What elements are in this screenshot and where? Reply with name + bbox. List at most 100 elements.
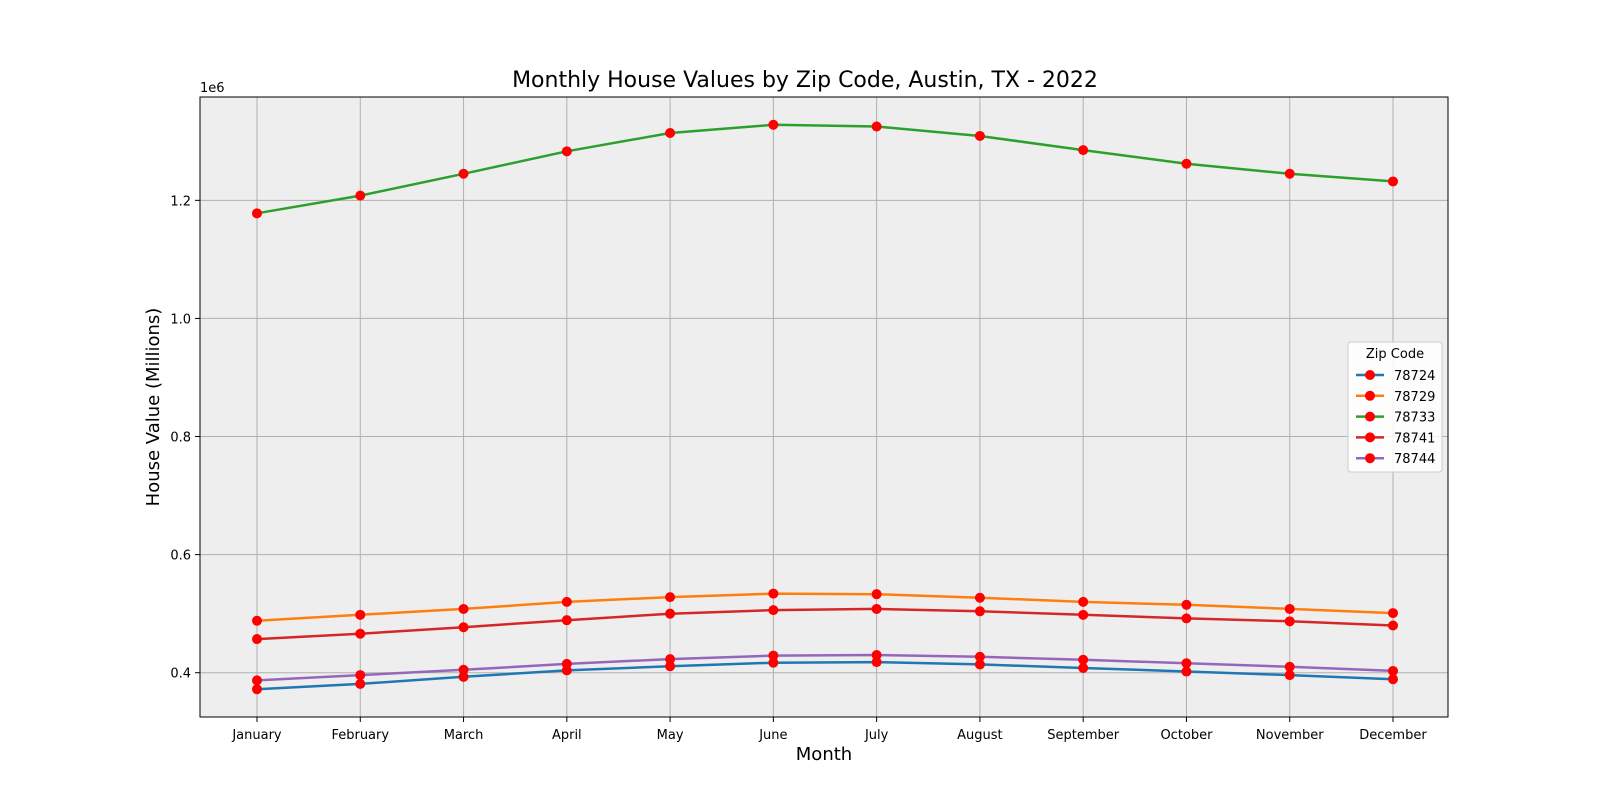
x-tick-label: September: [1047, 728, 1120, 743]
data-point-78733: [974, 130, 985, 141]
y-offset-label: 1e6: [200, 81, 225, 96]
data-point-78741: [355, 628, 366, 639]
data-point-78741: [1284, 616, 1295, 627]
data-point-78724: [1388, 674, 1398, 685]
series-line-78744: [256, 653, 1394, 682]
data-point-78733: [665, 128, 676, 139]
data-point-78744: [458, 664, 469, 675]
data-point-78729: [561, 596, 572, 607]
data-point-78729: [871, 589, 882, 600]
data-point-78744: [768, 650, 779, 661]
y-tick-label: 0.8: [170, 431, 191, 446]
x-tick-label: July: [864, 728, 889, 743]
data-point-78724: [1181, 666, 1192, 677]
data-point-78729: [974, 592, 985, 603]
data-point-78744: [974, 651, 985, 662]
data-point-78733: [1284, 168, 1295, 179]
data-point-78741: [871, 603, 882, 614]
data-point-78733: [458, 168, 469, 179]
legend-entry: 78724: [1394, 369, 1435, 384]
chart-title: Monthly House Values by Zip Code, Austin…: [512, 68, 1098, 93]
data-point-78741: [768, 605, 779, 616]
data-point-78733: [355, 190, 366, 201]
data-point-78733: [561, 146, 572, 157]
y-tick-label: 0.4: [170, 667, 191, 682]
legend-swatch-marker: [1365, 390, 1375, 401]
data-point-78729: [458, 603, 469, 614]
data-point-78729: [1284, 603, 1295, 614]
legend-swatch-marker: [1365, 432, 1375, 443]
x-tick-label: March: [444, 728, 484, 743]
data-point-78729: [1181, 599, 1192, 610]
data-point-78724: [252, 684, 262, 695]
data-point-78744: [1284, 661, 1295, 672]
data-point-78729: [1078, 596, 1089, 607]
data-point-78744: [665, 654, 676, 665]
legend-swatch-marker: [1365, 411, 1375, 422]
data-point-78729: [355, 609, 366, 620]
data-point-78744: [1181, 658, 1192, 669]
data-point-78741: [561, 615, 572, 626]
x-tick-label: April: [552, 728, 582, 743]
y-tick-label: 1.2: [170, 194, 191, 209]
data-point-78724: [871, 657, 882, 668]
x-tick-label: November: [1256, 728, 1324, 743]
data-point-78741: [458, 622, 469, 633]
legend-entry: 78733: [1394, 411, 1435, 426]
legend-title: Zip Code: [1366, 347, 1424, 362]
data-point-78729: [252, 615, 262, 626]
legend-entry: 78741: [1394, 431, 1435, 446]
series-line-78724: [256, 660, 1394, 691]
x-tick-label: May: [657, 728, 684, 743]
data-point-78724: [1078, 662, 1089, 673]
x-tick-label: January: [231, 728, 282, 743]
legend-entry: 78729: [1394, 390, 1435, 405]
x-tick-label: June: [758, 728, 787, 743]
y-tick-label: 0.6: [170, 549, 191, 564]
series-line-78729: [256, 592, 1394, 623]
data-point-78729: [665, 592, 676, 603]
data-point-78741: [1181, 613, 1192, 624]
data-point-78733: [768, 119, 779, 130]
data-point-78741: [665, 608, 676, 619]
legend: Zip Code 78724 78729 78733 78741 78744: [1347, 341, 1443, 473]
data-point-78744: [252, 675, 262, 686]
data-point-78733: [252, 208, 262, 219]
data-point-78741: [974, 606, 985, 617]
data-point-78744: [871, 650, 882, 660]
data-point-78741: [1078, 609, 1089, 620]
data-point-78724: [768, 657, 779, 668]
legend-swatch-marker: [1365, 453, 1375, 464]
data-point-78733: [1078, 145, 1089, 156]
data-point-78744: [561, 658, 572, 669]
data-point-78724: [355, 678, 366, 689]
data-point-78741: [1388, 620, 1398, 631]
y-axis: 0.4 0.6 0.8 1.0 1.2: [170, 194, 200, 682]
x-tick-label: August: [957, 728, 1003, 743]
data-point-78744: [1078, 654, 1089, 665]
x-tick-label: February: [331, 728, 389, 743]
x-tick-label: December: [1359, 728, 1427, 743]
data-point-78724: [1284, 670, 1295, 681]
data-point-78724: [974, 659, 985, 670]
series-line-78741: [256, 607, 1394, 641]
y-tick-label: 1.0: [170, 312, 191, 327]
series-layer: [252, 119, 1398, 695]
legend-entry: 78744: [1394, 452, 1435, 467]
data-point-78744: [1388, 665, 1398, 676]
data-point-78741: [252, 634, 262, 645]
x-tick-label: October: [1160, 728, 1213, 743]
legend-swatch-marker: [1365, 370, 1375, 380]
series-line-78733: [256, 123, 1394, 215]
data-point-78744: [355, 670, 366, 681]
data-point-78733: [871, 121, 882, 132]
data-point-78733: [1181, 158, 1192, 169]
data-point-78729: [1388, 608, 1398, 619]
x-axis: January February March April May June July Augu…: [231, 717, 1427, 743]
data-point-78733: [1388, 176, 1398, 187]
plot-frame: [199, 96, 1449, 718]
data-point-78724: [458, 671, 469, 682]
data-point-78729: [768, 588, 779, 599]
data-point-78724: [665, 661, 676, 672]
